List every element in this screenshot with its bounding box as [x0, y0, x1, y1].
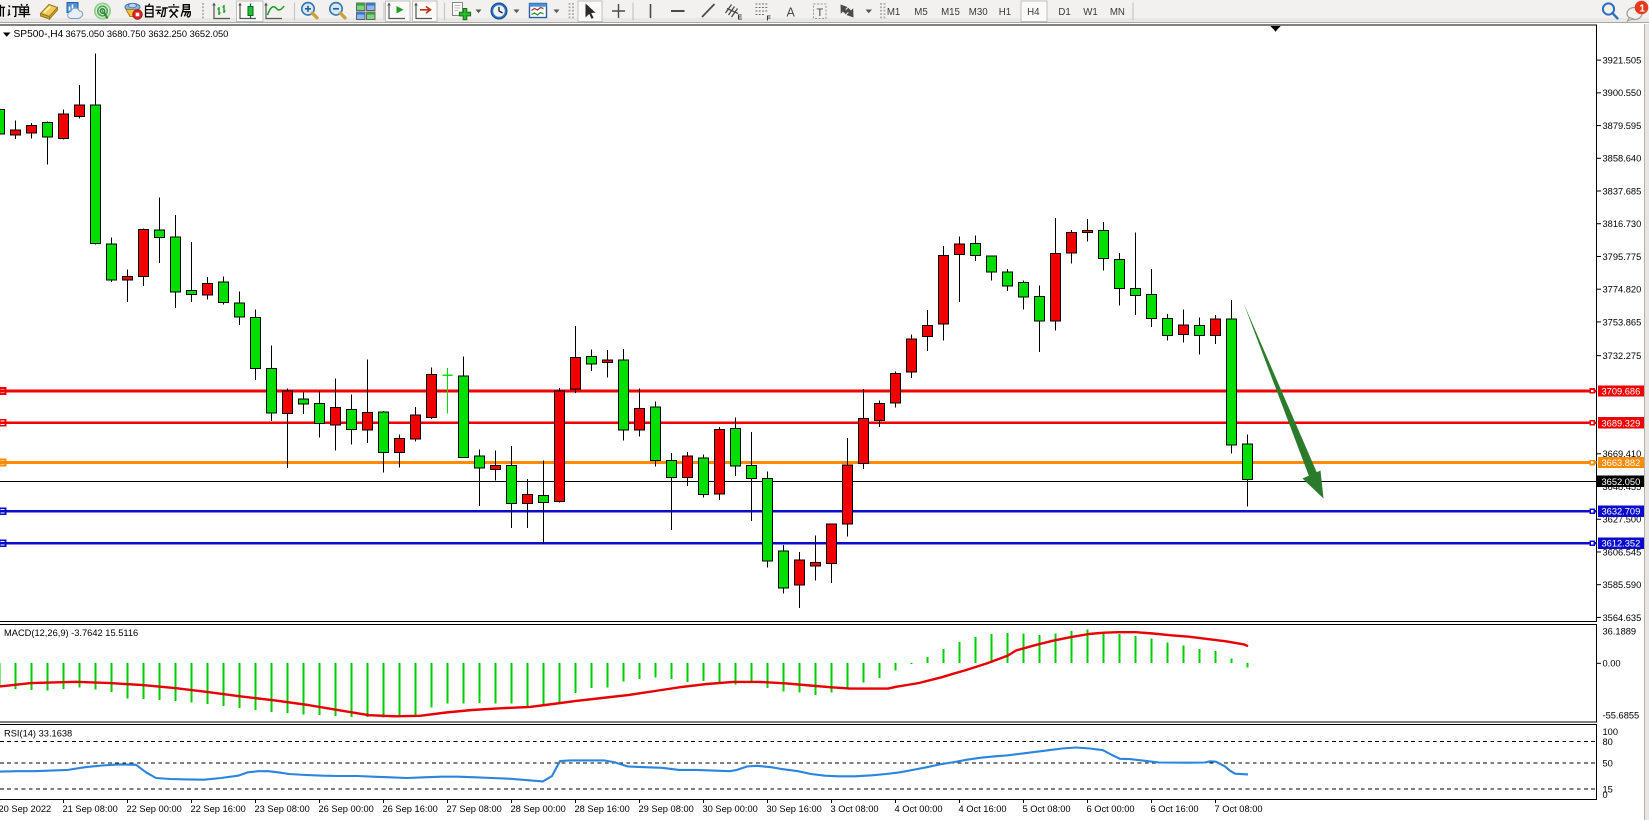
svg-text:30 Sep 00:00: 30 Sep 00:00: [703, 804, 758, 814]
svg-text:3921.505: 3921.505: [1603, 56, 1642, 66]
svg-text:28 Sep 00:00: 28 Sep 00:00: [511, 804, 566, 814]
svg-text:3627.500: 3627.500: [1603, 515, 1642, 525]
svg-text:E: E: [738, 15, 743, 22]
svg-text:3663.882: 3663.882: [1602, 458, 1641, 468]
svg-text:M30: M30: [969, 7, 988, 18]
svg-text:1: 1: [1639, 2, 1645, 14]
svg-text:3 Oct 08:00: 3 Oct 08:00: [831, 804, 879, 814]
svg-text:3774.820: 3774.820: [1603, 285, 1642, 295]
svg-text:6 Oct 16:00: 6 Oct 16:00: [1151, 804, 1199, 814]
svg-text:MACD(12,26,9) -3.7642 15.5116: MACD(12,26,9) -3.7642 15.5116: [4, 628, 138, 638]
svg-text:3753.865: 3753.865: [1603, 317, 1642, 327]
svg-text:28 Sep 16:00: 28 Sep 16:00: [575, 804, 630, 814]
svg-text:3900.550: 3900.550: [1603, 88, 1642, 98]
svg-text:4 Oct 16:00: 4 Oct 16:00: [959, 804, 1007, 814]
svg-text:3689.329: 3689.329: [1602, 418, 1641, 428]
svg-text:RSI(14) 33.1638: RSI(14) 33.1638: [4, 729, 72, 739]
svg-text:A: A: [787, 6, 796, 20]
svg-text:5 Oct 08:00: 5 Oct 08:00: [1023, 804, 1071, 814]
svg-text:W1: W1: [1083, 7, 1098, 18]
svg-text:100: 100: [1603, 727, 1619, 737]
svg-text:26 Sep 16:00: 26 Sep 16:00: [383, 804, 438, 814]
svg-text:3606.545: 3606.545: [1603, 547, 1642, 557]
svg-text:H4: H4: [1027, 7, 1040, 18]
svg-text:3858.640: 3858.640: [1603, 154, 1642, 164]
svg-text:50: 50: [1603, 758, 1613, 768]
svg-text:3675.050 3680.750 3632.250 365: 3675.050 3680.750 3632.250 3652.050: [66, 29, 229, 39]
svg-text:3879.595: 3879.595: [1603, 121, 1642, 131]
svg-text:3816.730: 3816.730: [1603, 219, 1642, 229]
svg-text:MN: MN: [1110, 7, 1125, 18]
svg-text:7 Oct 08:00: 7 Oct 08:00: [1215, 804, 1263, 814]
svg-text:26 Sep 00:00: 26 Sep 00:00: [319, 804, 374, 814]
svg-text:0: 0: [1603, 790, 1608, 800]
svg-text:20 Sep 2022: 20 Sep 2022: [0, 804, 51, 814]
svg-text:3648.455: 3648.455: [1603, 482, 1642, 492]
svg-text:3564.635: 3564.635: [1603, 613, 1642, 623]
svg-text:3652.050: 3652.050: [1602, 477, 1641, 487]
svg-text:SP500-,H4: SP500-,H4: [14, 29, 64, 40]
svg-text:6 Oct 00:00: 6 Oct 00:00: [1087, 804, 1135, 814]
svg-text:80: 80: [1603, 737, 1613, 747]
svg-text:T: T: [817, 7, 824, 19]
svg-text:27 Sep 08:00: 27 Sep 08:00: [447, 804, 502, 814]
svg-text:3669.410: 3669.410: [1603, 449, 1642, 459]
svg-text:3837.685: 3837.685: [1603, 186, 1642, 196]
svg-text:F: F: [767, 16, 772, 23]
svg-text:-55.6855: -55.6855: [1603, 711, 1640, 721]
svg-text:3709.686: 3709.686: [1602, 386, 1641, 396]
svg-text:15: 15: [1603, 785, 1613, 795]
svg-text:4 Oct 00:00: 4 Oct 00:00: [895, 804, 943, 814]
svg-text:3732.275: 3732.275: [1603, 351, 1642, 361]
svg-text:M5: M5: [914, 7, 927, 18]
svg-text:D1: D1: [1058, 7, 1070, 18]
svg-text:H1: H1: [999, 7, 1011, 18]
svg-text:0.00: 0.00: [1603, 659, 1621, 669]
svg-text:29 Sep 08:00: 29 Sep 08:00: [639, 804, 694, 814]
svg-text:3632.709: 3632.709: [1602, 507, 1641, 517]
svg-text:3585.590: 3585.590: [1603, 580, 1642, 590]
svg-text:21 Sep 08:00: 21 Sep 08:00: [63, 804, 118, 814]
svg-text:22 Sep 16:00: 22 Sep 16:00: [191, 804, 246, 814]
svg-text:M1: M1: [887, 7, 900, 18]
svg-text:22 Sep 00:00: 22 Sep 00:00: [127, 804, 182, 814]
svg-text:M15: M15: [941, 7, 960, 18]
svg-text:36.1889: 36.1889: [1603, 627, 1637, 637]
svg-text:30 Sep 16:00: 30 Sep 16:00: [767, 804, 822, 814]
svg-text:23 Sep 08:00: 23 Sep 08:00: [255, 804, 310, 814]
svg-text:3795.775: 3795.775: [1603, 252, 1642, 262]
svg-text:3612.352: 3612.352: [1602, 539, 1641, 549]
